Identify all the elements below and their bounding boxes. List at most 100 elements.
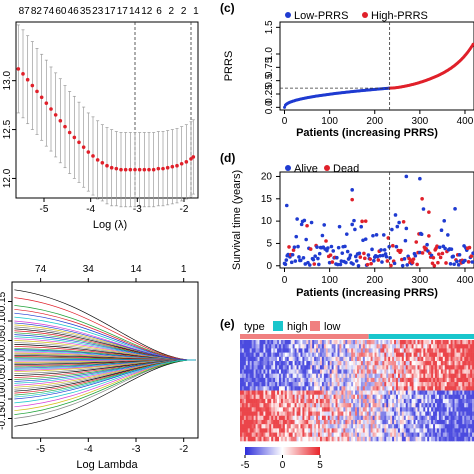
heatmap-cell [284,382,288,387]
heatmap-cell [325,348,329,353]
heatmap-cell [347,373,350,379]
heatmap-cell [394,436,397,442]
heatmap-cell [298,436,301,442]
heatmap-cell [415,398,418,404]
heatmap-cell [372,373,375,379]
heatmap-cell [251,373,254,379]
panel-b-coefficient-paths: 74 34 14 1 -5 -4 -3 -2 -0.15-0.10-0.050.000.05… [0,264,199,471]
heatmap-cell [353,419,356,425]
heatmap-cell [392,348,395,353]
heatmap-cell [436,352,440,358]
heatmap-cell [249,356,252,362]
heatmap-cell [372,436,375,442]
heatmap-cell [415,340,418,345]
heatmap-cell [316,419,319,425]
heatmap-cell [292,436,295,442]
heatmap-cell [267,369,270,374]
heatmap-cell [450,361,453,366]
heatmap-cell [251,377,254,383]
y-tick-label: 15 [261,194,273,205]
heatmap-cell [251,386,254,391]
heatmap-cell [415,432,418,438]
heatmap-cell [392,428,395,433]
heatmap-cell [310,373,313,379]
heatmap-cell [341,390,344,396]
heatmap-cell [279,411,282,417]
heatmap-cell [314,407,317,412]
heatmap-cell [263,356,266,362]
top-tick-label: 60 [55,6,67,17]
heatmap-cell [323,411,327,417]
heatmap-cell [397,377,401,383]
heatmap-cell [265,352,268,358]
alive-patient-point [418,250,422,255]
heatmap-cell [331,373,334,379]
heatmap-cell [374,436,377,442]
heatmap-cell [255,382,258,387]
heatmap-cell [267,403,270,408]
heatmap-cell [339,348,342,353]
heatmap-cell [288,361,291,366]
heatmap-cell [472,340,474,345]
heatmap-cell [396,373,399,379]
heatmap-cell [279,340,282,345]
x-tick-label: -2 [180,204,189,215]
heatmap-cell [452,373,455,379]
heatmap-cell [331,390,334,396]
heatmap-cell [390,407,393,412]
heatmap-cell [372,398,375,404]
heatmap-cell [269,428,272,433]
heatmap-cell [265,369,268,374]
heatmap-cell [433,403,436,408]
heatmap-cell [378,424,381,429]
heatmap-cell [396,394,399,400]
heatmap-cell [376,373,379,379]
heatmap-cell [333,411,336,417]
heatmap-cell [343,377,346,383]
heatmap-cell [446,428,449,433]
heatmap-cell [333,361,336,366]
heatmap-cell [429,386,432,391]
heatmap-cell [370,419,373,425]
heatmap-cell [329,377,332,383]
cv-point [123,167,128,172]
heatmap-cell [300,394,303,400]
heatmap-cell [454,344,457,349]
heatmap-cell [316,394,319,400]
heatmap-cell [259,407,262,412]
heatmap-cell [386,428,389,433]
heatmap-cell [321,403,325,408]
heatmap-cell [243,340,247,345]
heatmap-cell [351,419,354,425]
heatmap-cell [458,390,461,396]
heatmap-cell [314,369,317,374]
heatmap-cell [265,365,268,370]
heatmap-cell [397,373,401,379]
panel-b-x-axis-label: Log Lambda [76,459,138,471]
heatmap-cell [444,411,447,417]
heatmap-cell [296,415,299,421]
heatmap-cell [290,419,293,425]
heatmap-cell [321,377,325,383]
heatmap-cell [370,415,373,421]
alive-patient-point [400,263,405,268]
heatmap-cell [355,419,358,425]
heatmap-cell [277,344,280,349]
heatmap-cell [405,369,408,374]
heatmap-cell [275,407,278,412]
heatmap-cell [450,424,453,429]
heatmap-cell [364,361,368,366]
heatmap-cell [284,390,288,396]
panel-a-top-axis: 87 82 74 60 46 35 23 17 17 14 12 6 2 2 1 [19,6,200,17]
heatmap-cell [337,419,340,425]
heatmap-cell [312,348,315,353]
heatmap-cell [321,356,325,362]
heatmap-cell [409,390,412,396]
alive-patient-point [295,217,299,221]
heatmap-cell [470,394,473,400]
heatmap-cell [249,386,252,391]
heatmap-cell [351,424,354,429]
heatmap-cell [472,432,474,438]
heatmap-cell [431,432,434,438]
heatmap-cell [247,369,251,374]
